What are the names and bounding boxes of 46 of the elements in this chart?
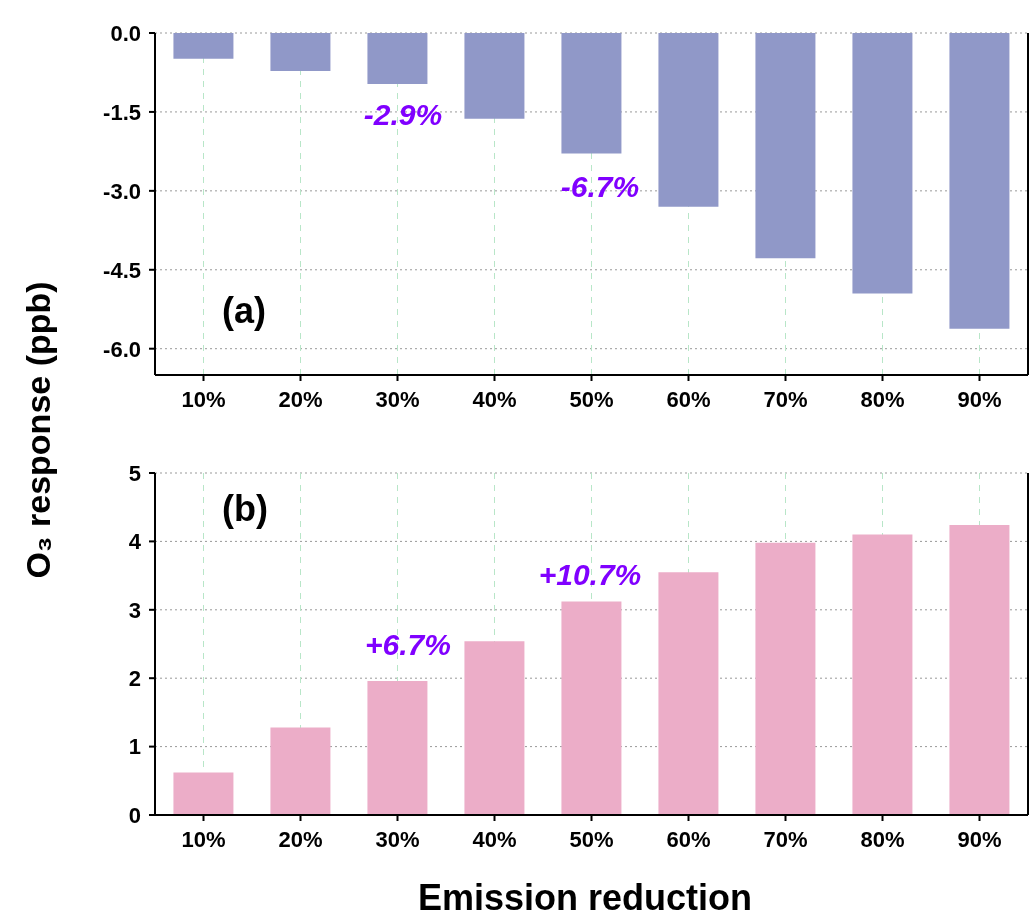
x-tick-label: 40% bbox=[472, 386, 517, 412]
chart-title: (b) bbox=[222, 488, 268, 530]
x-tick-label: 30% bbox=[375, 826, 420, 852]
y-tick-label: -4.5 bbox=[103, 257, 141, 283]
annotation: -6.7% bbox=[560, 170, 640, 204]
x-tick-label: 60% bbox=[666, 826, 711, 852]
bar bbox=[367, 680, 428, 815]
x-tick-label: 50% bbox=[569, 826, 614, 852]
y-tick-label: 1 bbox=[128, 734, 141, 760]
x-tick-label: 50% bbox=[569, 386, 614, 412]
y-tick-label: 5 bbox=[128, 460, 141, 486]
x-tick-label: 90% bbox=[957, 386, 1002, 412]
x-tick-label: 70% bbox=[763, 386, 808, 412]
y-tick-label: -6.0 bbox=[103, 336, 141, 362]
annotation: +10.7% bbox=[538, 558, 642, 592]
bar bbox=[464, 641, 525, 815]
x-tick-label: 20% bbox=[278, 826, 323, 852]
y-tick-label: 0 bbox=[128, 802, 141, 828]
x-tick-label: 60% bbox=[666, 386, 711, 412]
annotation: +6.7% bbox=[365, 628, 451, 662]
y-tick-label: 2 bbox=[128, 666, 141, 692]
y-axis-title: O₃ response (ppb) bbox=[18, 281, 58, 579]
x-axis-title: Emission reduction bbox=[417, 877, 753, 919]
x-tick-label: 10% bbox=[181, 826, 226, 852]
bar bbox=[852, 534, 913, 815]
annotation: -2.9% bbox=[363, 98, 443, 132]
bar bbox=[173, 772, 234, 815]
bar bbox=[755, 542, 816, 815]
bar bbox=[561, 601, 622, 815]
x-tick-label: 70% bbox=[763, 826, 808, 852]
x-tick-label: 30% bbox=[375, 386, 420, 412]
text: (a) bbox=[222, 290, 266, 332]
x-tick-label: 90% bbox=[957, 826, 1002, 852]
y-tick-label: 3 bbox=[128, 597, 141, 623]
x-tick-label: 80% bbox=[860, 826, 905, 852]
bar bbox=[270, 727, 331, 815]
y-tick-label: 0.0 bbox=[110, 20, 141, 46]
bar bbox=[949, 524, 1010, 815]
bar bbox=[658, 572, 719, 815]
x-tick-label: 80% bbox=[860, 386, 905, 412]
y-tick-label: -3.0 bbox=[103, 178, 141, 204]
x-tick-label: 40% bbox=[472, 826, 517, 852]
x-tick-label: 10% bbox=[181, 386, 226, 412]
x-tick-label: 20% bbox=[278, 386, 323, 412]
y-tick-label: -1.5 bbox=[103, 99, 141, 125]
y-tick-label: 4 bbox=[128, 529, 142, 555]
